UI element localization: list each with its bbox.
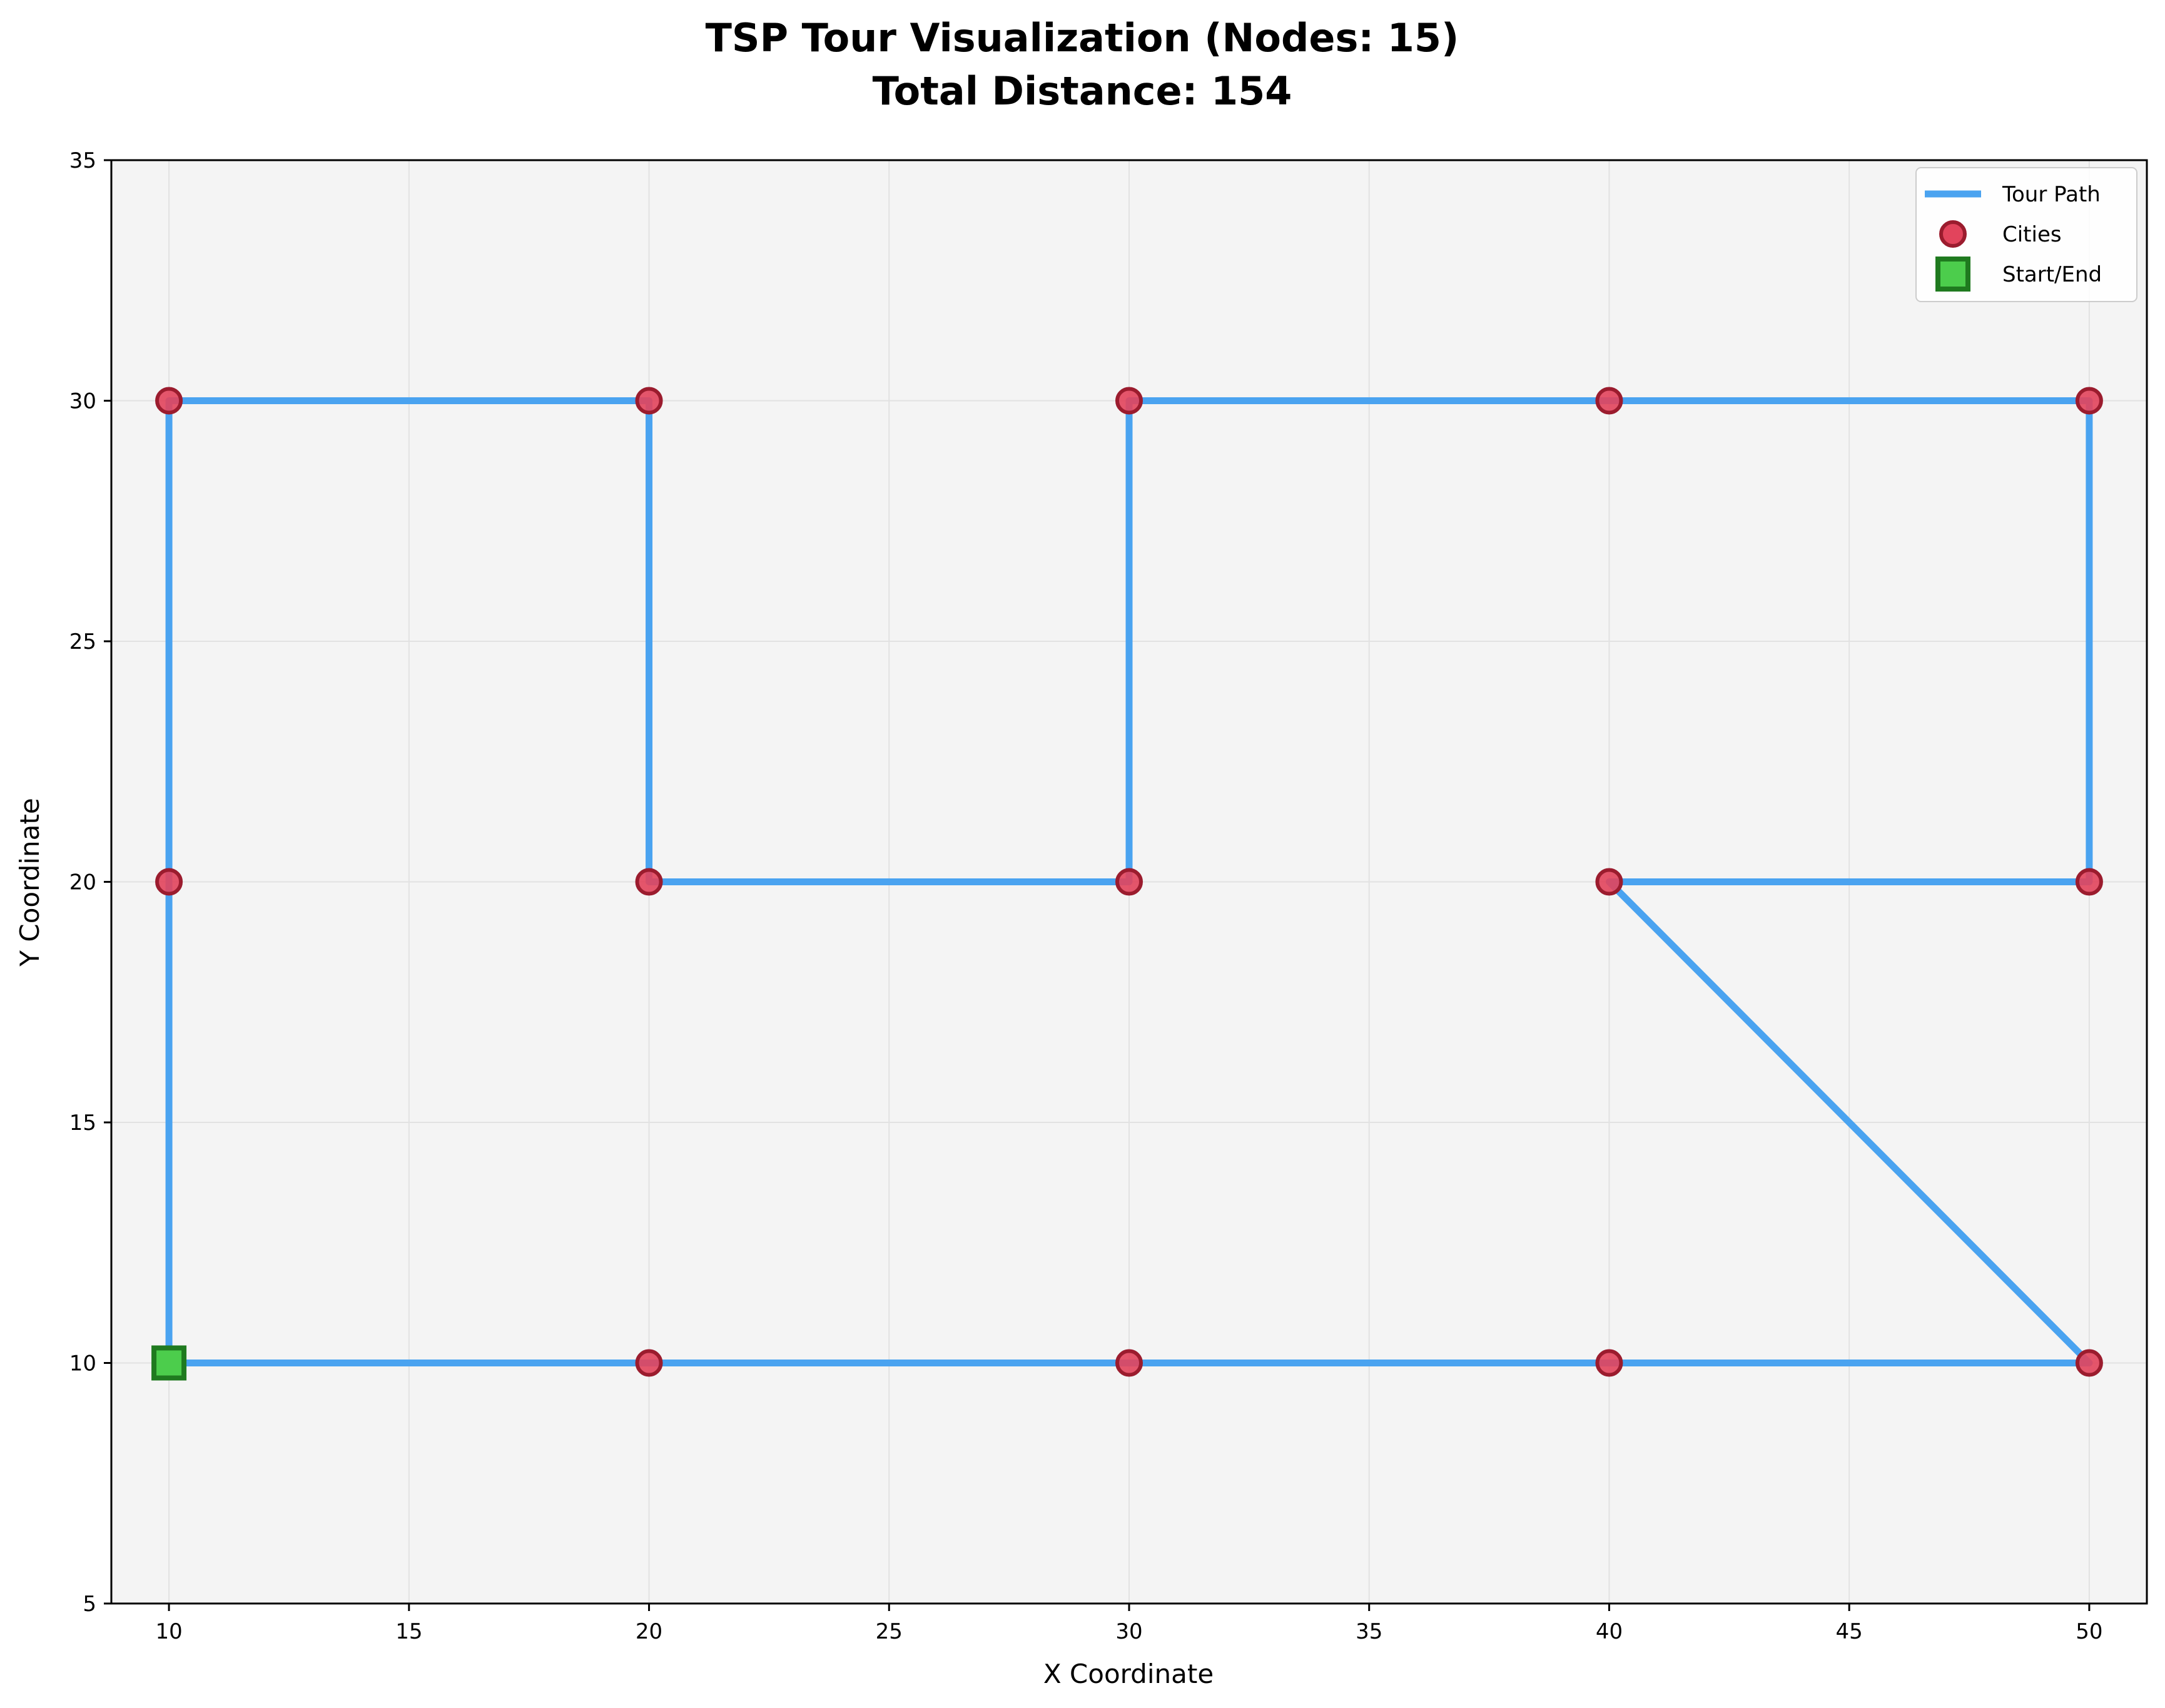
legend-start-swatch: [1935, 257, 1970, 292]
y-tick-label: 30: [69, 389, 96, 414]
city-point: [155, 387, 183, 415]
chart-title-line-1: TSP Tour Visualization (Nodes: 15): [706, 15, 1459, 61]
x-axis-ticks: 10 15 20 25 30 35 40 45 50: [155, 1604, 2103, 1644]
start-marker-layer: [151, 1345, 187, 1381]
legend-start-label: Start/End: [2002, 262, 2102, 287]
city-point: [1595, 868, 1623, 896]
x-tick-label: 20: [636, 1619, 662, 1644]
y-tick-label: 20: [69, 870, 96, 895]
city-point: [1595, 1349, 1623, 1377]
tour-path-line: [165, 397, 2093, 1366]
y-axis-ticks: 5 10 15 20 25 30 35: [69, 148, 111, 1617]
city-point: [2075, 868, 2103, 896]
legend-cities-label: Cities: [2002, 222, 2062, 247]
city-point: [635, 868, 663, 896]
y-axis-label: Y Coordinate: [14, 798, 45, 967]
y-tick-label: 5: [83, 1592, 96, 1617]
city-point: [635, 1349, 663, 1377]
x-tick-label: 30: [1115, 1619, 1142, 1644]
city-point: [1115, 1349, 1143, 1377]
legend-box: [1915, 167, 2137, 302]
legend-tour-label: Tour Path: [2002, 182, 2101, 207]
city-point: [635, 387, 663, 415]
x-tick-label: 25: [876, 1619, 903, 1644]
x-tick-label: 35: [1356, 1619, 1382, 1644]
city-point: [155, 868, 183, 896]
tour-path-layer: [165, 397, 2093, 1366]
y-tick-label: 25: [69, 629, 96, 654]
start-end-marker: [151, 1345, 187, 1381]
city-point: [2075, 387, 2103, 415]
city-point: [1115, 387, 1143, 415]
legend-cities-swatch: [1939, 220, 1967, 248]
city-point: [2075, 1349, 2103, 1377]
x-tick-label: 15: [395, 1619, 422, 1644]
x-axis-label: X Coordinate: [1043, 1659, 1214, 1689]
city-point: [1115, 868, 1143, 896]
y-tick-label: 15: [69, 1111, 96, 1136]
x-tick-label: 10: [155, 1619, 182, 1644]
y-tick-label: 10: [69, 1351, 96, 1376]
x-tick-label: 40: [1596, 1619, 1623, 1644]
legend: Tour Path Cities Start/End: [1915, 167, 2137, 302]
x-tick-label: 45: [1836, 1619, 1863, 1644]
x-tick-label: 50: [2076, 1619, 2102, 1644]
y-tick-label: 35: [69, 148, 96, 173]
chart-title-line-2: Total Distance: 154: [873, 68, 1292, 114]
city-point: [1595, 387, 1623, 415]
